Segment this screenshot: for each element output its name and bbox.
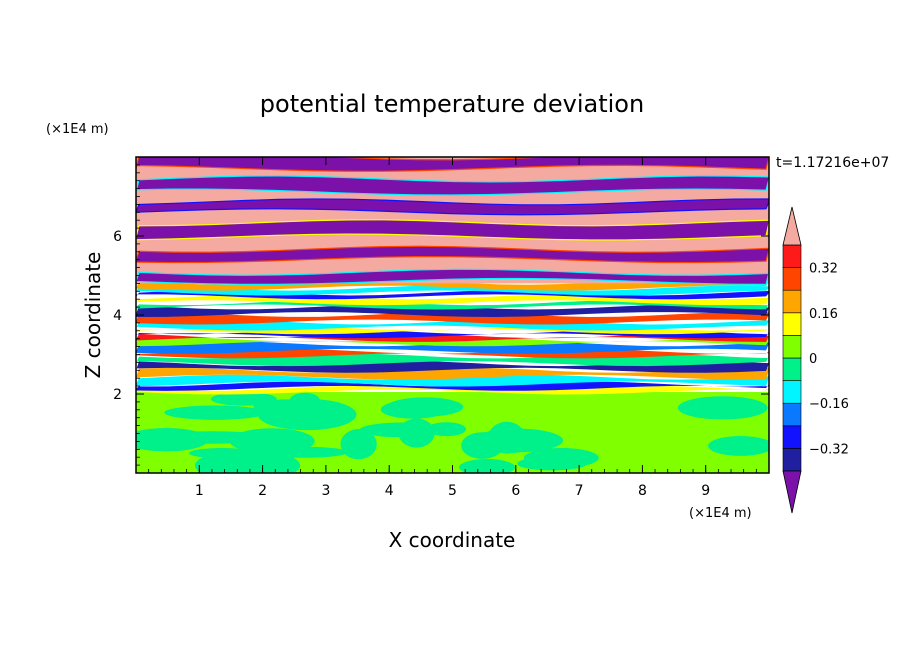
y-tick-label: 4: [113, 308, 122, 324]
colorbar-tick-label: 0: [809, 352, 817, 367]
y-axis-label: Z coordinate: [81, 252, 105, 379]
field-band: [136, 319, 769, 331]
x-unit-label: (×1E4 m): [689, 506, 752, 521]
x-tick-label: 4: [385, 483, 394, 499]
colorbar-extend-bottom: [782, 470, 802, 514]
x-tick-label: 2: [258, 483, 267, 499]
colorbar: 0.32 0.16 0 −0.16 −0.32: [782, 206, 849, 514]
colorbar-segment: [782, 402, 802, 427]
field-band: [136, 304, 769, 318]
colorbar-segment: [782, 267, 802, 291]
colorbar-segment: [782, 312, 802, 336]
colorbar-extend-top: [782, 206, 802, 246]
field-band-edge: [136, 245, 769, 264]
field-blob: [289, 392, 321, 410]
colorbar-segment: [782, 357, 802, 381]
field-band: [136, 312, 769, 325]
field-band: [136, 336, 769, 347]
field-blob: [459, 459, 515, 473]
field-band: [136, 367, 769, 380]
x-tick-label: 7: [575, 483, 584, 499]
x-tick-label: 1: [195, 483, 204, 499]
colorbar-segment: [782, 335, 802, 359]
field-blob: [340, 429, 377, 460]
field-band-edge: [136, 175, 769, 196]
field-blob: [359, 422, 444, 438]
colorbar-segment: [782, 448, 802, 472]
field-band: [136, 285, 769, 296]
field-blob: [164, 405, 267, 420]
field-band: [136, 361, 769, 373]
time-label: t=1.17216e+07: [776, 155, 889, 171]
field-band: [136, 385, 769, 395]
colorbar-segment: [782, 380, 802, 404]
field-band: [136, 381, 769, 391]
field-band-edge: [136, 268, 769, 286]
field-band: [136, 374, 769, 387]
field-blob: [488, 421, 526, 454]
y-axis: 2 4 6: [113, 164, 769, 466]
x-tick-label: 5: [448, 483, 457, 499]
field-band: [136, 198, 769, 215]
field-band: [136, 219, 769, 241]
field-band: [136, 341, 769, 354]
field-blob: [386, 397, 464, 417]
y-tick-label: 2: [113, 387, 122, 403]
colorbar-segment: [782, 289, 802, 314]
field-blob: [136, 427, 209, 452]
field-blob: [229, 428, 315, 454]
colorbar-segment: [782, 425, 802, 449]
field-band: [136, 269, 769, 285]
field-blob: [523, 447, 599, 468]
field-blob: [189, 448, 256, 459]
field-band-edge: [136, 219, 769, 241]
x-tick-label: 9: [701, 483, 710, 499]
chart-title: potential temperature deviation: [260, 90, 644, 118]
field-band-edge: [136, 198, 769, 216]
y-tick-label: 6: [113, 229, 122, 245]
colorbar-tick-label: −0.16: [809, 397, 849, 412]
field-blob: [677, 396, 768, 420]
field-band: [136, 290, 769, 300]
x-tick-label: 6: [511, 483, 520, 499]
y-unit-label: (×1E4 m): [46, 122, 109, 137]
colorbar-tick-label: 0.32: [809, 262, 838, 277]
field-band: [136, 333, 769, 342]
contour-field: [136, 157, 769, 473]
x-axis: 1 2 3 4 5 6 7 8 9: [148, 157, 770, 499]
x-tick-label: 3: [321, 483, 330, 499]
field-blob: [257, 398, 357, 431]
colorbar-segment: [782, 244, 802, 268]
field-blob: [708, 436, 769, 456]
colorbar-tick-label: 0.16: [809, 307, 838, 322]
x-tick-label: 8: [638, 483, 647, 499]
colorbar-tick-label: −0.32: [809, 442, 849, 457]
x-axis-label: X coordinate: [389, 528, 516, 552]
